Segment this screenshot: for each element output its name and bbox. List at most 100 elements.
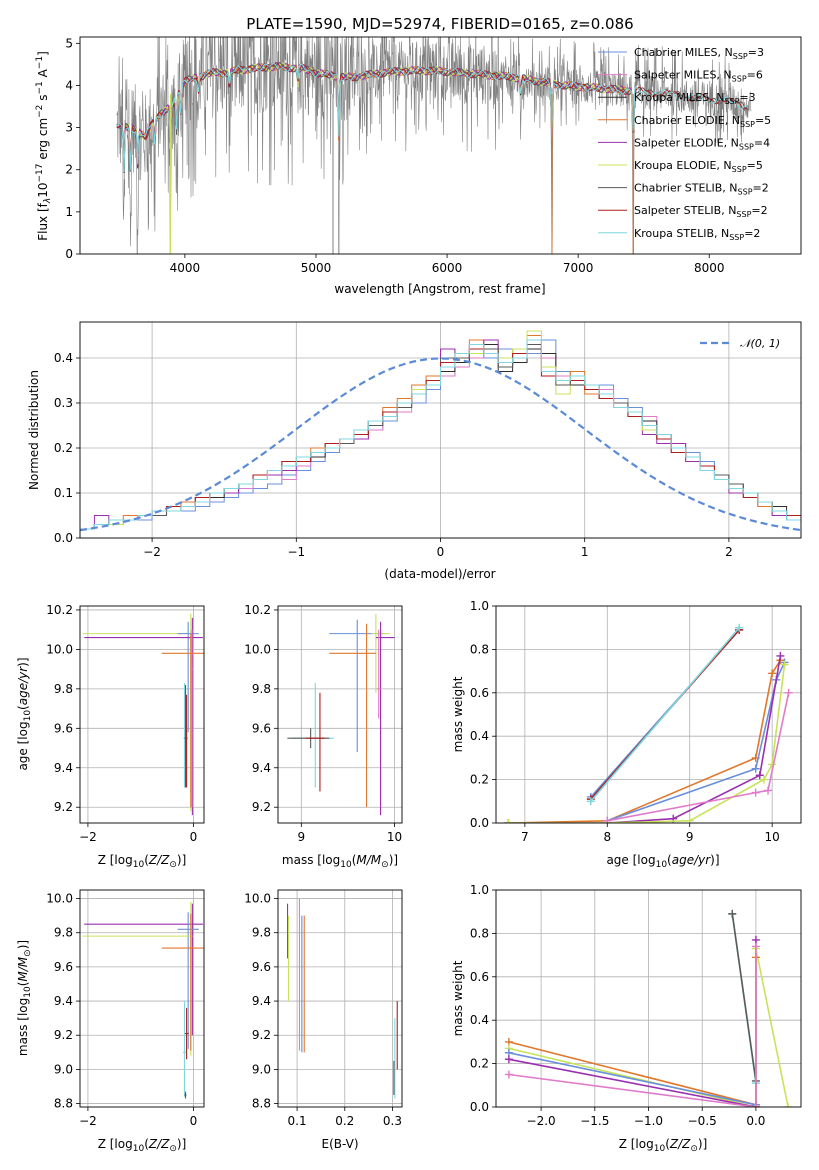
legend-entry: Chabrier ELODIE, NSSP=5 [634,114,771,129]
weight-vs-age-xlabel: age [log10(age/yr)] [606,853,719,870]
legend-entry: Salpeter ELODIE, NSSP=4 [634,136,770,151]
weight_vs_z-ytick-label: 0.2 [470,1057,489,1071]
age_vs_mass-marks [287,613,395,816]
mass-vs-z-ylabel: mass [log10(M/M⊙)] [16,940,33,1056]
weight_vs_z-ytick-label: 0.0 [470,1100,489,1114]
weight_vs_age-xtick-label: 7 [521,830,529,844]
spectrum-xtick-label: 7000 [563,261,594,275]
age_vs_z-frame [79,605,205,824]
weight_vs_age-ytick-label: 0.4 [470,729,489,743]
mass_vs_ebv-ytick-label: 9.2 [252,1028,271,1042]
residuals-ytick-label: 0.0 [54,531,73,545]
weight_vs_age-ytick-label: 0.0 [470,816,489,830]
mass_vs_z-ytick-label: 9.8 [54,926,73,940]
mass_vs_ebv-ytick-label: 8.8 [252,1097,271,1111]
age_vs_mass-frame [277,605,403,824]
spectrum-ytick-label: 1 [65,205,73,219]
mass_vs_ebv-xtick-label: 0.2 [335,1114,354,1128]
mass_vs_z-ytick-label: 8.8 [54,1097,73,1111]
age_vs_mass-ytick-label: 10.0 [244,642,271,656]
weight_vs_age-panel: 7 8 9 10 0.0 0.2 0.4 0.6 0.8 1.0 mass weight age [l… [451,599,802,870]
mass-vs-ebv-xlabel: E(B-V) [321,1137,358,1151]
age-vs-z-xlabel: Z [log10(Z/Z⊙)] [98,853,187,870]
weight_vs_z-line-chabrier_stelib [731,913,757,1082]
weight_vs_z-ytick-label: 0.4 [470,1013,489,1027]
mass_vs_ebv-ytick-label: 9.4 [252,994,271,1008]
spectrum-ytick-label: 5 [65,36,73,50]
age_vs_z-ytick-label: 9.4 [54,761,73,775]
weight_vs_z-xtick-label: −1.0 [634,1114,663,1128]
age-vs-z-ylabel: age [log10(age/yr)] [16,657,33,770]
spectrum-model-salpeter_elodie [125,63,633,160]
mass_vs_ebv-ytick-label: 10.0 [244,892,271,906]
weight_vs_z-xtick-label: −0.5 [688,1114,717,1128]
residuals-marks [80,330,801,538]
weight_vs_z-line-salpeter_elodie [508,1058,757,1107]
weight_vs_age-line-chabrier_miles [607,662,786,822]
weight-vs-z-xlabel: Z [log10(Z/Z⊙)] [619,1137,708,1154]
weight_vs_z-marker [728,909,737,918]
mass_vs_ebv-marks [286,898,398,1099]
spectrum-model-kroupa_stelib [116,63,749,173]
age_vs_mass-panel: 9 10 9.2 9.4 9.6 9.8 10.0 10.2 mass [log10(M/M⊙)… [244,603,403,870]
weight_vs_age-marks [504,623,793,823]
weight_vs_z-ytick-label: 1.0 [470,883,489,897]
weight_vs_z-marker [751,942,760,951]
legend-entry: Salpeter STELIB, NSSP=2 [634,204,768,219]
weight_vs_age-line-kroupa_stelib [590,627,740,802]
spectrum-xtick-label: 5000 [301,261,332,275]
weight_vs_z-ylabel: mass weight [451,960,465,1036]
age_vs_z-ytick-label: 10.0 [46,642,73,656]
spectrum-title: PLATE=1590, MJD=52974, FIBERID=0165, z=0… [246,15,633,33]
weight_vs_age-marker [685,816,694,823]
age_vs_z-marks [82,613,204,816]
weight_vs_z-line-chabrier_elodie [508,1041,757,1106]
mass_vs_ebv-xtick-label: 0.3 [383,1114,402,1128]
weight_vs_age-marker [755,771,764,780]
spectrum-legend: Chabrier MILES, NSSP=3 Salpeter MILES, NS… [598,46,771,242]
residuals-ytick-label: 0.2 [54,441,73,455]
spectrum-ytick-label: 2 [65,163,73,177]
legend-gauss-label: 𝒩(0, 1) [740,337,780,350]
residuals-ytick-label: 0.1 [54,486,73,500]
age_vs_z-xtick-label: 0 [190,830,198,844]
weight_vs_z-marks [504,909,793,1107]
mass_vs_ebv-xtick-label: 0.1 [288,1114,307,1128]
spectrum-ytick-label: 4 [65,78,73,92]
weight_vs_age-xtick-label: 9 [686,830,694,844]
residuals-panel: −2 −1 0 1 2 0.0 0.1 0.2 0.3 0.4 𝒩(0, 1) (data-model… [27,321,802,581]
weight_vs_age-ytick-label: 0.8 [470,642,489,656]
weight_vs_age-marker [751,788,760,797]
age-vs-mass-xlabel: mass [log10(M/M⊙)] [282,853,398,870]
mass_vs_z-xtick-label: 0 [190,1114,198,1128]
weight_vs_z-xtick-label: −2.0 [527,1114,556,1128]
mass_vs_ebv-ytick-label: 9.6 [252,960,271,974]
weight_vs_age-marker [768,669,777,678]
weight_vs_z-marker [751,1103,760,1107]
mass_vs_z-marks [82,901,204,1099]
residuals-ytick-label: 0.4 [54,351,73,365]
histogram-kroupa_stelib [80,339,801,538]
residuals-ytick-label: 0.3 [54,396,73,410]
residuals-xtick-label: 0 [437,545,445,559]
age_vs_z-ytick-label: 9.8 [54,682,73,696]
weight_vs_age-ytick-label: 1.0 [470,599,489,613]
age_vs_mass-xtick-label: 9 [297,830,305,844]
weight_vs_age-line-kroupa_elodie [508,664,786,823]
spectrum-xtick-label: 4000 [170,261,201,275]
residuals-xtick-label: −1 [287,545,305,559]
weight_vs_age-line-salpeter_miles [607,692,790,822]
weight_vs_age-ytick-label: 0.2 [470,773,489,787]
age_vs_mass-xtick-label: 10 [387,830,402,844]
residuals-xtick-label: 1 [581,545,589,559]
weight_vs_age-xtick-label: 10 [765,830,780,844]
mass-vs-z-xlabel: Z [log10(Z/Z⊙)] [98,1137,187,1154]
age_vs_mass-ytick-label: 10.2 [244,603,271,617]
mass_vs_z-panel: −2 0 8.8 9.0 9.2 9.4 9.6 9.8 10.0 Z [log10(Z/Z⊙)]… [16,889,205,1154]
weight_vs_z-line-kroupa_elodie [508,1047,757,1107]
weight_vs_age-ylabel: mass weight [451,676,465,752]
mass_vs_z-ytick-label: 9.6 [54,960,73,974]
spectrum-ytick-label: 0 [65,247,73,261]
age_vs_z-ytick-label: 9.2 [54,800,73,814]
